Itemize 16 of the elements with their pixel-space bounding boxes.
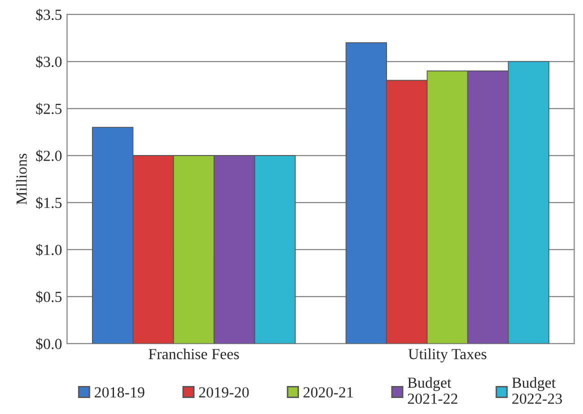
legend-label: 2019-20: [199, 387, 249, 398]
y-tick-label: $1.0: [36, 244, 62, 256]
x-tick-label: Franchise Fees: [148, 348, 239, 360]
y-tick-label: $3.5: [36, 8, 62, 21]
y-tick-label: $0.0: [36, 338, 62, 350]
y-tick-label: $0.5: [36, 290, 62, 304]
legend-label: Budget 2021-22: [408, 377, 458, 404]
y-tick-label: $3.0: [36, 56, 62, 68]
y-tick-label: $2.0: [36, 150, 62, 162]
x-tick-label: Utility Taxes: [408, 348, 486, 362]
y-tick-label: $1.5: [36, 196, 62, 210]
legend-label: Budget 2022-23: [512, 377, 562, 404]
legend-label: 2020-21: [304, 387, 353, 398]
legend-label: 2018-19: [94, 387, 144, 398]
y-axis-title: Millions: [16, 154, 27, 205]
y-tick-label: $2.5: [36, 102, 62, 115]
